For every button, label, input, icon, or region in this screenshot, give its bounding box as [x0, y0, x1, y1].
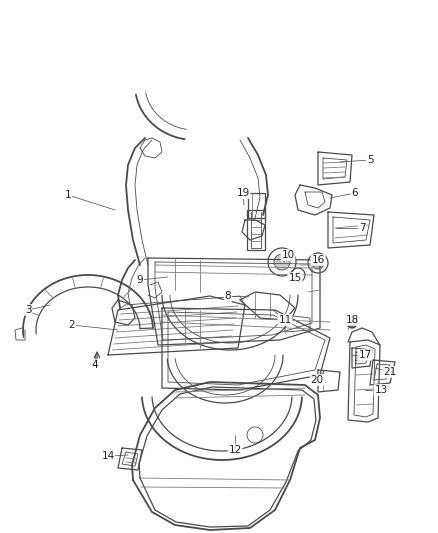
Text: 19: 19 [237, 188, 250, 198]
Text: 11: 11 [279, 315, 292, 325]
Text: 12: 12 [228, 445, 242, 455]
Text: 1: 1 [65, 190, 71, 200]
Text: 18: 18 [346, 315, 359, 325]
Text: 20: 20 [311, 375, 324, 385]
Text: 14: 14 [101, 451, 115, 461]
Circle shape [347, 318, 357, 328]
Text: 6: 6 [352, 188, 358, 198]
Text: 5: 5 [367, 155, 373, 165]
Text: 7: 7 [359, 223, 365, 233]
Text: 16: 16 [311, 255, 325, 265]
Text: 3: 3 [25, 305, 31, 315]
Text: 10: 10 [282, 250, 295, 260]
Text: 21: 21 [383, 367, 397, 377]
Text: 15: 15 [288, 273, 302, 283]
Text: 17: 17 [358, 350, 371, 360]
Text: 4: 4 [92, 360, 98, 370]
Text: 2: 2 [69, 320, 75, 330]
Circle shape [312, 257, 324, 269]
Text: 9: 9 [137, 275, 143, 285]
Circle shape [274, 254, 290, 270]
Text: 8: 8 [225, 291, 231, 301]
Text: 13: 13 [374, 385, 388, 395]
